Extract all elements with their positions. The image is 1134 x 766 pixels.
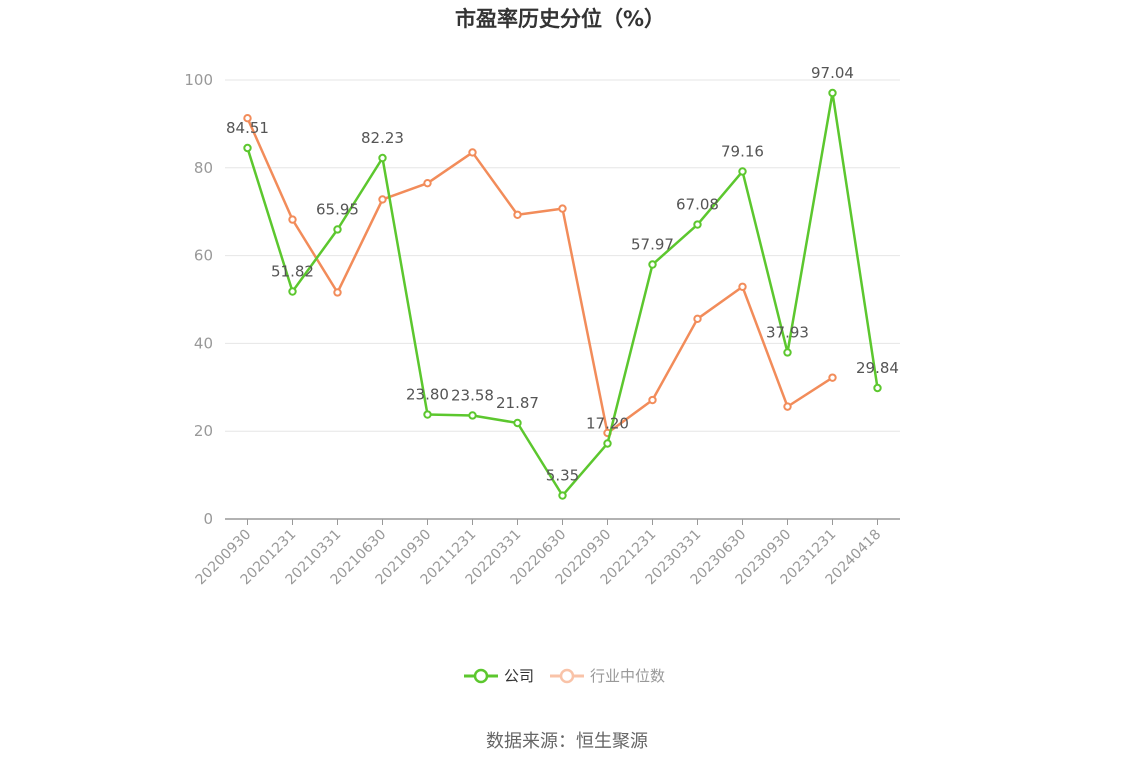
data-point-1[interactable] [738, 282, 747, 291]
y-axis: 0 20 40 60 80 100 [184, 71, 213, 528]
chart-title: 市盈率历史分位（%） [455, 7, 665, 31]
data-point-0[interactable] [693, 220, 702, 229]
data-label: 23.58 [451, 386, 494, 404]
data-point-1[interactable] [288, 215, 297, 224]
data-point-1[interactable] [378, 195, 387, 204]
y-tick-label: 20 [194, 422, 213, 440]
data-point-1[interactable] [333, 288, 342, 297]
y-tick-label: 60 [194, 247, 213, 265]
data-point-0[interactable] [603, 439, 612, 448]
data-point-0[interactable] [378, 153, 387, 163]
data-label: 84.51 [226, 119, 269, 137]
data-point-0[interactable] [423, 410, 432, 419]
legend-marker [559, 668, 575, 684]
data-label: 37.93 [766, 323, 809, 341]
data-label: 5.35 [546, 467, 579, 485]
legend[interactable]: 公司 行业中位数 [464, 667, 665, 685]
data-point-1[interactable] [693, 314, 702, 324]
data-label: 82.23 [361, 129, 404, 147]
y-tick-label: 80 [194, 159, 213, 177]
legend-label: 行业中位数 [590, 667, 665, 685]
y-tick-label: 100 [184, 71, 213, 89]
data-point-0[interactable] [468, 411, 477, 420]
data-point-1[interactable] [243, 113, 252, 123]
data-point-1[interactable] [513, 210, 522, 219]
series-line-0 [246, 91, 879, 497]
data-point-0[interactable] [333, 225, 342, 234]
data-point-1[interactable] [648, 395, 657, 405]
data-label: 79.16 [721, 142, 764, 160]
data-point-1[interactable] [558, 204, 567, 213]
data-point-1[interactable] [828, 373, 837, 382]
legend-item-0[interactable]: 公司 [464, 667, 534, 685]
y-tick-label: 0 [203, 510, 213, 528]
grid [225, 79, 900, 432]
data-label: 97.04 [811, 64, 854, 82]
data-label: 23.80 [406, 386, 449, 404]
data-label: 67.08 [676, 196, 719, 214]
data-point-0[interactable] [783, 348, 792, 357]
data-label: 57.97 [631, 236, 674, 254]
data-label: 51.82 [271, 263, 314, 281]
data-label: 21.87 [496, 394, 539, 412]
legend-marker [473, 668, 489, 684]
data-point-0[interactable] [873, 383, 882, 393]
data-point-0[interactable] [828, 88, 837, 98]
series-line-1 [246, 117, 834, 435]
data-label: 17.20 [586, 414, 629, 432]
data-labels: 84.51 51.82 65.95 82.23 23.80 23.58 21.87 5.35 1… [226, 64, 899, 485]
data-point-0[interactable] [288, 287, 297, 296]
data-point-0[interactable] [243, 143, 252, 153]
data-label: 65.95 [316, 200, 359, 218]
series-area [243, 88, 882, 500]
data-point-0[interactable] [648, 260, 657, 269]
legend-label: 公司 [504, 667, 534, 685]
x-axis: 2020093020201231202103312021063020210930… [193, 518, 900, 588]
data-point-1[interactable] [468, 148, 477, 157]
data-label: 29.84 [856, 359, 899, 377]
legend-item-1[interactable]: 行业中位数 [550, 667, 665, 685]
source-text: 数据来源：恒生聚源 [486, 731, 648, 752]
y-tick-label: 40 [194, 334, 213, 352]
data-point-0[interactable] [738, 167, 747, 176]
data-point-1[interactable] [423, 178, 432, 188]
data-point-1[interactable] [783, 402, 792, 411]
data-point-0[interactable] [558, 491, 567, 500]
data-point-0[interactable] [513, 418, 522, 428]
